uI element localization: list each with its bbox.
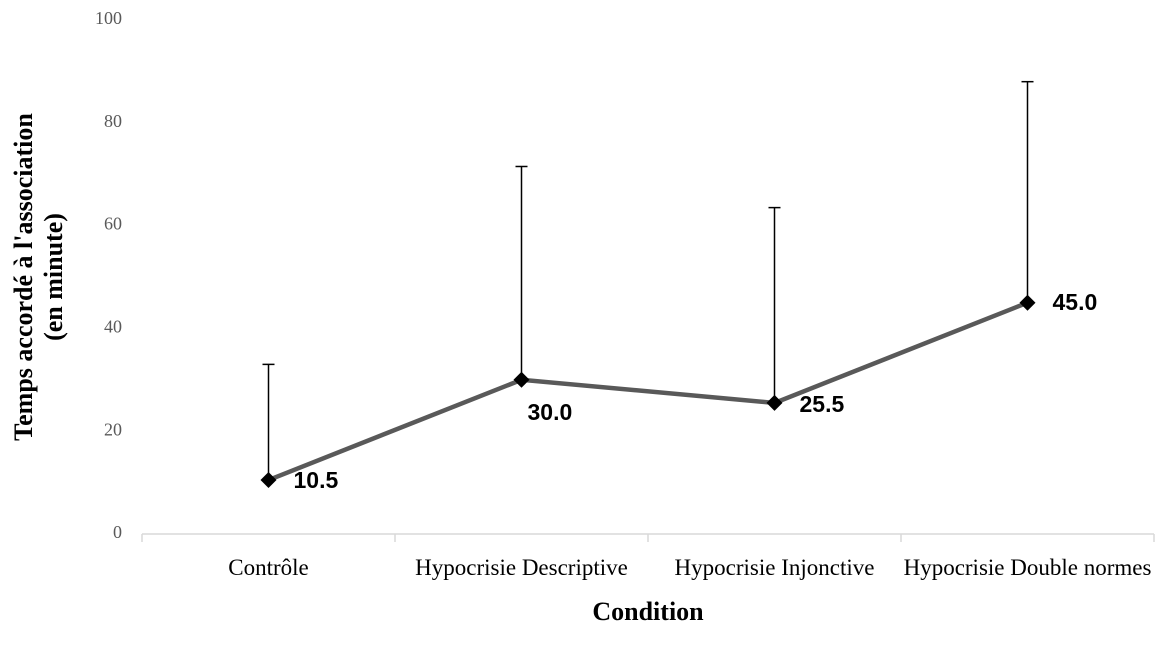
y-tick-label: 60 — [104, 214, 122, 234]
x-tick-label: Contrôle — [228, 555, 309, 580]
value-label: 10.5 — [294, 467, 339, 493]
line — [267, 300, 1029, 483]
value-label: 30.0 — [528, 399, 573, 425]
x-axis-title: Condition — [592, 597, 704, 626]
x-tick-label: Hypocrisie Injonctive — [674, 555, 875, 580]
marker — [513, 371, 530, 388]
y-tick-label: 80 — [104, 111, 122, 131]
value-label: 45.0 — [1053, 289, 1098, 315]
marker — [1019, 294, 1036, 311]
marker — [260, 472, 277, 489]
marker — [766, 394, 783, 411]
y-tick-label: 100 — [95, 8, 122, 28]
x-tick-label: Hypocrisie Descriptive — [415, 555, 628, 580]
y-tick-label: 40 — [104, 317, 122, 337]
y-axis-title-line: (en minute) — [39, 213, 68, 341]
x-tick-label: Hypocrisie Double normes — [903, 555, 1152, 580]
y-tick-label: 20 — [104, 419, 122, 439]
y-tick-label: 0 — [113, 522, 122, 542]
y-axis-title-line: Temps accordé à l'association — [9, 113, 38, 441]
value-label: 25.5 — [800, 391, 845, 417]
y-axis-title: Temps accordé à l'association (en minute… — [9, 113, 68, 441]
